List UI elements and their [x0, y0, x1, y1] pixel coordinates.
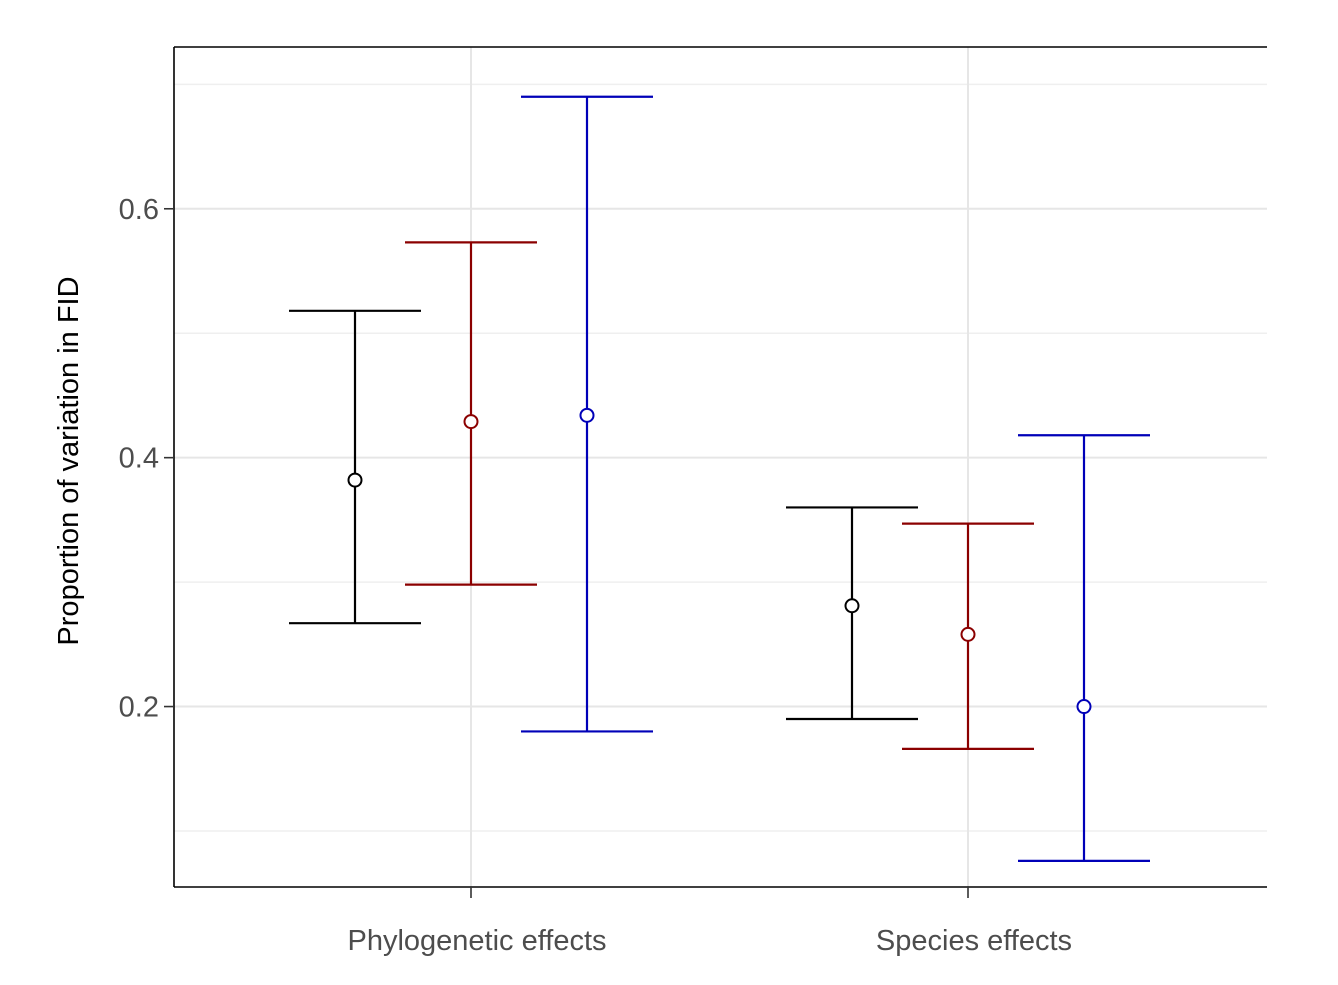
y-axis-title: Proportion of variation in FID — [53, 276, 85, 645]
y-tick-label: 0.4 — [119, 443, 159, 475]
y-tick-label: 0.6 — [119, 194, 159, 226]
estimate-point — [463, 414, 479, 430]
estimate-point — [579, 407, 595, 423]
estimate-point — [960, 626, 976, 642]
x-tick-label: Species effects — [876, 925, 1072, 957]
estimate-point — [844, 598, 860, 614]
major-gridlines — [174, 47, 1267, 887]
axes-layer — [164, 46, 1267, 898]
series-layer — [289, 95, 1150, 862]
x-tick-label: Phylogenetic effects — [347, 925, 606, 957]
labels-layer: 0.2 0.4 0.6 Phylogenetic effects Species eff… — [119, 194, 1072, 957]
y-tick-label: 0.2 — [119, 692, 159, 724]
estimate-point — [347, 472, 363, 488]
estimate-point — [1076, 699, 1092, 715]
